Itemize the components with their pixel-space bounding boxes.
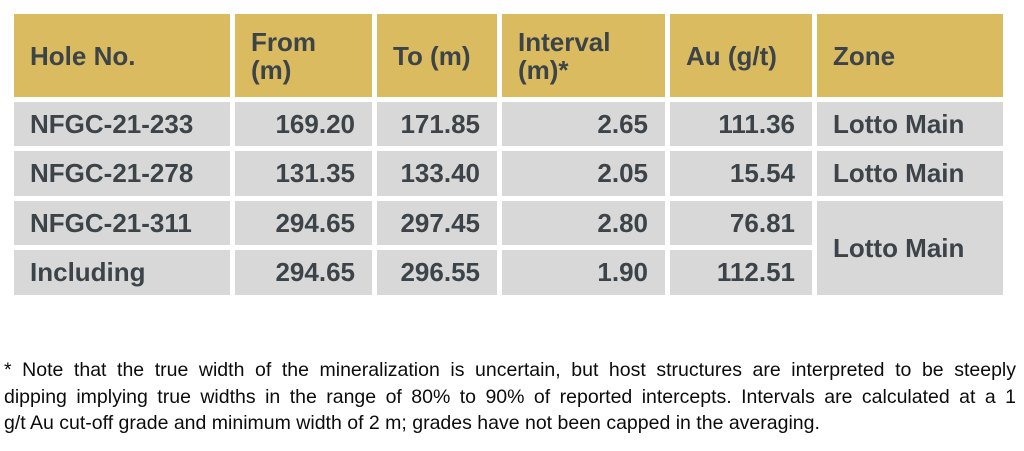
header-zone: Zone xyxy=(817,14,1003,97)
cell-zone-merged: Lotto Main xyxy=(817,201,1003,295)
header-to-m: To (m) xyxy=(377,14,497,97)
cell-au: 15.54 xyxy=(670,151,812,196)
cell-zone: Lotto Main xyxy=(817,102,1003,146)
header-au-gt: Au (g/t) xyxy=(670,14,812,97)
cell-from: 294.65 xyxy=(235,201,372,245)
cell-from: 131.35 xyxy=(235,151,372,196)
cell-zone: Lotto Main xyxy=(817,151,1003,196)
cell-hole-no: NFGC-21-311 xyxy=(14,201,230,245)
table-row: Including 294.65 296.55 1.90 112.51 xyxy=(14,250,1003,295)
header-from-m: From (m) xyxy=(235,14,372,97)
cell-hole-no: NFGC-21-233 xyxy=(14,102,230,146)
cell-from: 294.65 xyxy=(235,250,372,295)
footnote-line-2: dipping implying true widths in the rang… xyxy=(4,385,1016,408)
cell-to: 133.40 xyxy=(377,151,497,196)
table-header-row: Hole No. From (m) To (m) Interval (m)* A… xyxy=(14,14,1003,97)
drill-results-table: Hole No. From (m) To (m) Interval (m)* A… xyxy=(9,9,1008,300)
cell-interval: 1.90 xyxy=(502,250,665,295)
cell-interval: 2.80 xyxy=(502,201,665,245)
cell-from: 169.20 xyxy=(235,102,372,146)
cell-interval: 2.05 xyxy=(502,151,665,196)
table-row: NFGC-21-278 131.35 133.40 2.05 15.54 Lot… xyxy=(14,151,1003,196)
cell-to: 296.55 xyxy=(377,250,497,295)
cell-to: 171.85 xyxy=(377,102,497,146)
cell-au: 111.36 xyxy=(670,102,812,146)
footnote: * Note that the true width of the minera… xyxy=(4,357,1016,437)
cell-hole-no: NFGC-21-278 xyxy=(14,151,230,196)
table-row: NFGC-21-233 169.20 171.85 2.65 111.36 Lo… xyxy=(14,102,1003,146)
cell-au: 112.51 xyxy=(670,250,812,295)
cell-hole-no: Including xyxy=(14,250,230,295)
header-hole-no: Hole No. xyxy=(14,14,230,97)
cell-to: 297.45 xyxy=(377,201,497,245)
cell-au: 76.81 xyxy=(670,201,812,245)
footnote-line-1: * Note that the true width of the minera… xyxy=(4,359,1016,381)
footnote-line-3: g/t Au cut-off grade and minimum width o… xyxy=(4,412,820,434)
table-row: NFGC-21-311 294.65 297.45 2.80 76.81 Lot… xyxy=(14,201,1003,295)
header-interval: Interval (m)* xyxy=(502,14,665,97)
cell-interval: 2.65 xyxy=(502,102,665,146)
